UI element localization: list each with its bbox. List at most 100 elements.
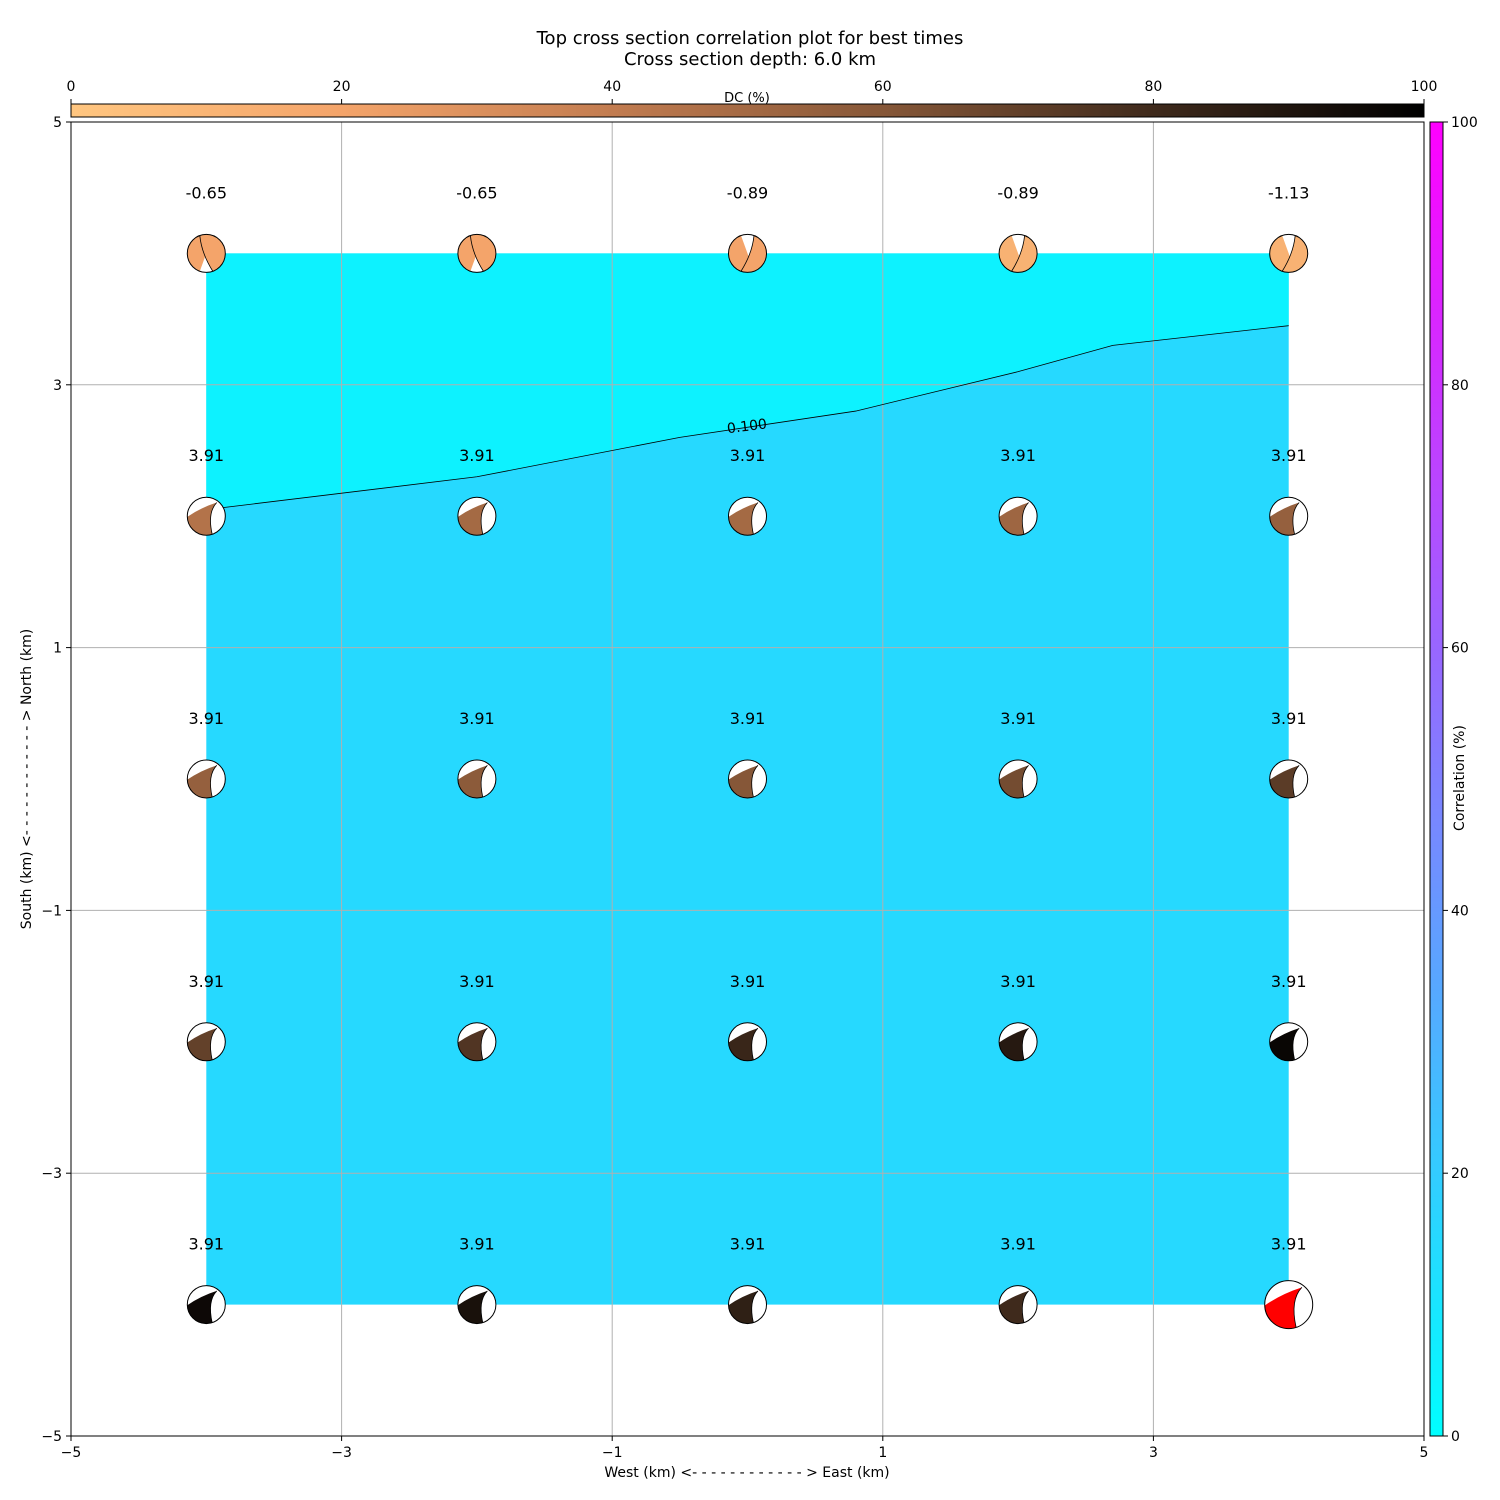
beachball-nodal-line (751, 1290, 759, 1323)
beachball-outline (1269, 1022, 1309, 1062)
beachball-nodal-line (210, 502, 218, 535)
plot-area: 0.100 -0.65 -0.65 -0.89 -0.89 -1.13 3.91 3.91 3.… (41, 115, 1428, 1461)
beachball-outline (998, 233, 1038, 273)
beachball-fill (457, 765, 488, 799)
point-value-label: 3.91 (1271, 446, 1307, 465)
beachball-nodal-line (751, 502, 759, 535)
beachball-fill (457, 502, 488, 536)
beachball-fill (1269, 502, 1300, 536)
beachball-marker (728, 1285, 767, 1325)
point-value-label: 3.91 (188, 709, 224, 728)
dc-colorbar-tick-label: 100 (1411, 79, 1438, 95)
dc-colorbar-tick-label: 40 (603, 79, 621, 95)
point-value-label: 3.91 (1000, 1235, 1036, 1254)
correlation-colorbar-tick-label: 0 (1451, 1429, 1460, 1445)
correlation-colorbar-label: Correlation (%) (1452, 725, 1468, 831)
y-axis-tick-label: −5 (41, 1429, 62, 1445)
beachball-outline (998, 759, 1038, 799)
beachball-marker (728, 759, 767, 799)
point-value-label: 3.91 (188, 1235, 224, 1254)
beachball-outline (728, 759, 767, 799)
correlation-colorbar: 0 20 40 60 80 100 (1429, 115, 1478, 1445)
correlation-colorbar-tick-label: 60 (1451, 641, 1469, 657)
beachball-fill (457, 234, 484, 272)
beachball-nodal-line (1021, 1027, 1029, 1060)
beachball-nodal-line (210, 1290, 218, 1323)
point-value-label: 3.91 (188, 446, 224, 465)
x-axis-tick-label: 5 (1420, 1445, 1429, 1461)
point-value-label: 3.91 (459, 709, 495, 728)
x-axis-tick-label: −5 (61, 1445, 82, 1461)
point-value-label: -0.65 (186, 183, 227, 202)
beachball-marker (1264, 1280, 1314, 1330)
point-value-label: 3.91 (1271, 1235, 1307, 1254)
beachball-fill (728, 235, 754, 273)
beachball-marker (998, 1285, 1038, 1325)
beachball-outline (1264, 1280, 1314, 1330)
beachball-nodal-line (1021, 1290, 1029, 1323)
point-value-label: 3.91 (1271, 709, 1307, 728)
beachball-marker (998, 759, 1038, 799)
point-value-label: -1.13 (1268, 183, 1309, 202)
beachball-nodal-line (210, 765, 218, 798)
point-value-label: 3.91 (1000, 972, 1036, 991)
beachball-outline (998, 496, 1038, 536)
beachball-fill (728, 502, 758, 536)
beachball-fill (187, 502, 217, 536)
correlation-colorbar-gradient (1429, 121, 1444, 1437)
beachball-marker (998, 496, 1038, 536)
beachball-marker (1269, 759, 1309, 799)
x-axis-tick-label: 1 (878, 1445, 887, 1461)
beachball-nodal-line (751, 1027, 759, 1060)
beachball-nodal-line (1292, 1027, 1300, 1060)
beachball-nodal-line (751, 765, 759, 798)
beachball-nodal-line (210, 1027, 218, 1060)
beachball-marker (728, 496, 767, 536)
beachball-marker (998, 1022, 1038, 1062)
correlation-colorbar-tick-label: 40 (1451, 903, 1469, 919)
chart-title: Top cross section correlation plot for b… (536, 28, 964, 49)
beachball-nodal-line (1021, 502, 1029, 535)
beachball-outline (728, 1022, 767, 1062)
point-value-label: 3.91 (1000, 446, 1036, 465)
point-value-label: 3.91 (459, 972, 495, 991)
beachball-nodal-line (480, 765, 488, 798)
beachball-marker (728, 233, 767, 273)
point-value-label: 3.91 (730, 972, 766, 991)
beachball-fill (187, 234, 213, 272)
point-value-label: 3.91 (1000, 709, 1036, 728)
beachball-fill (999, 235, 1025, 273)
correlation-colorbar-tick-label: 100 (1451, 115, 1478, 131)
beachball-fill (1269, 235, 1296, 273)
beachball-marker (1269, 233, 1309, 273)
correlation-colorbar-tick-label: 80 (1451, 378, 1469, 394)
beachball-outline (728, 233, 767, 273)
chart-subtitle: Cross section depth: 6.0 km (624, 49, 876, 70)
point-value-label: -0.89 (727, 183, 768, 202)
contour-line (206, 325, 1289, 511)
beachball-marker (186, 496, 226, 536)
y-axis-tick-label: −1 (41, 903, 62, 919)
beachball-fill (1269, 1028, 1300, 1061)
dc-colorbar-tick-label: 60 (874, 79, 892, 95)
beachball-fill (457, 1028, 488, 1061)
beachball-marker (457, 496, 497, 536)
beachball-fill (187, 1290, 217, 1324)
x-axis-title: West (km) <- - - - - - - - - - - - > Eas… (604, 1465, 889, 1481)
dc-colorbar-tick-label: 0 (67, 79, 76, 95)
beachball-nodal-line (480, 1027, 488, 1060)
beachball-marker (1269, 1022, 1309, 1062)
dc-colorbar: 0 20 40 60 80 100 (67, 79, 1438, 118)
beachball-fill (187, 765, 217, 798)
y-axis-tick-label: −3 (41, 1166, 62, 1182)
beachball-marker (457, 759, 497, 799)
dc-colorbar-gradient (70, 103, 1425, 118)
beachball-outline (186, 496, 226, 536)
point-value-label: 3.91 (1271, 972, 1307, 991)
beachball-outline (457, 1285, 497, 1325)
dc-colorbar-label: DC (%) (724, 91, 770, 106)
beachball-outline (186, 759, 226, 799)
beachball-outline (1269, 233, 1309, 273)
beachball-marker (1269, 496, 1309, 536)
beachball-nodal-line (1281, 235, 1296, 272)
